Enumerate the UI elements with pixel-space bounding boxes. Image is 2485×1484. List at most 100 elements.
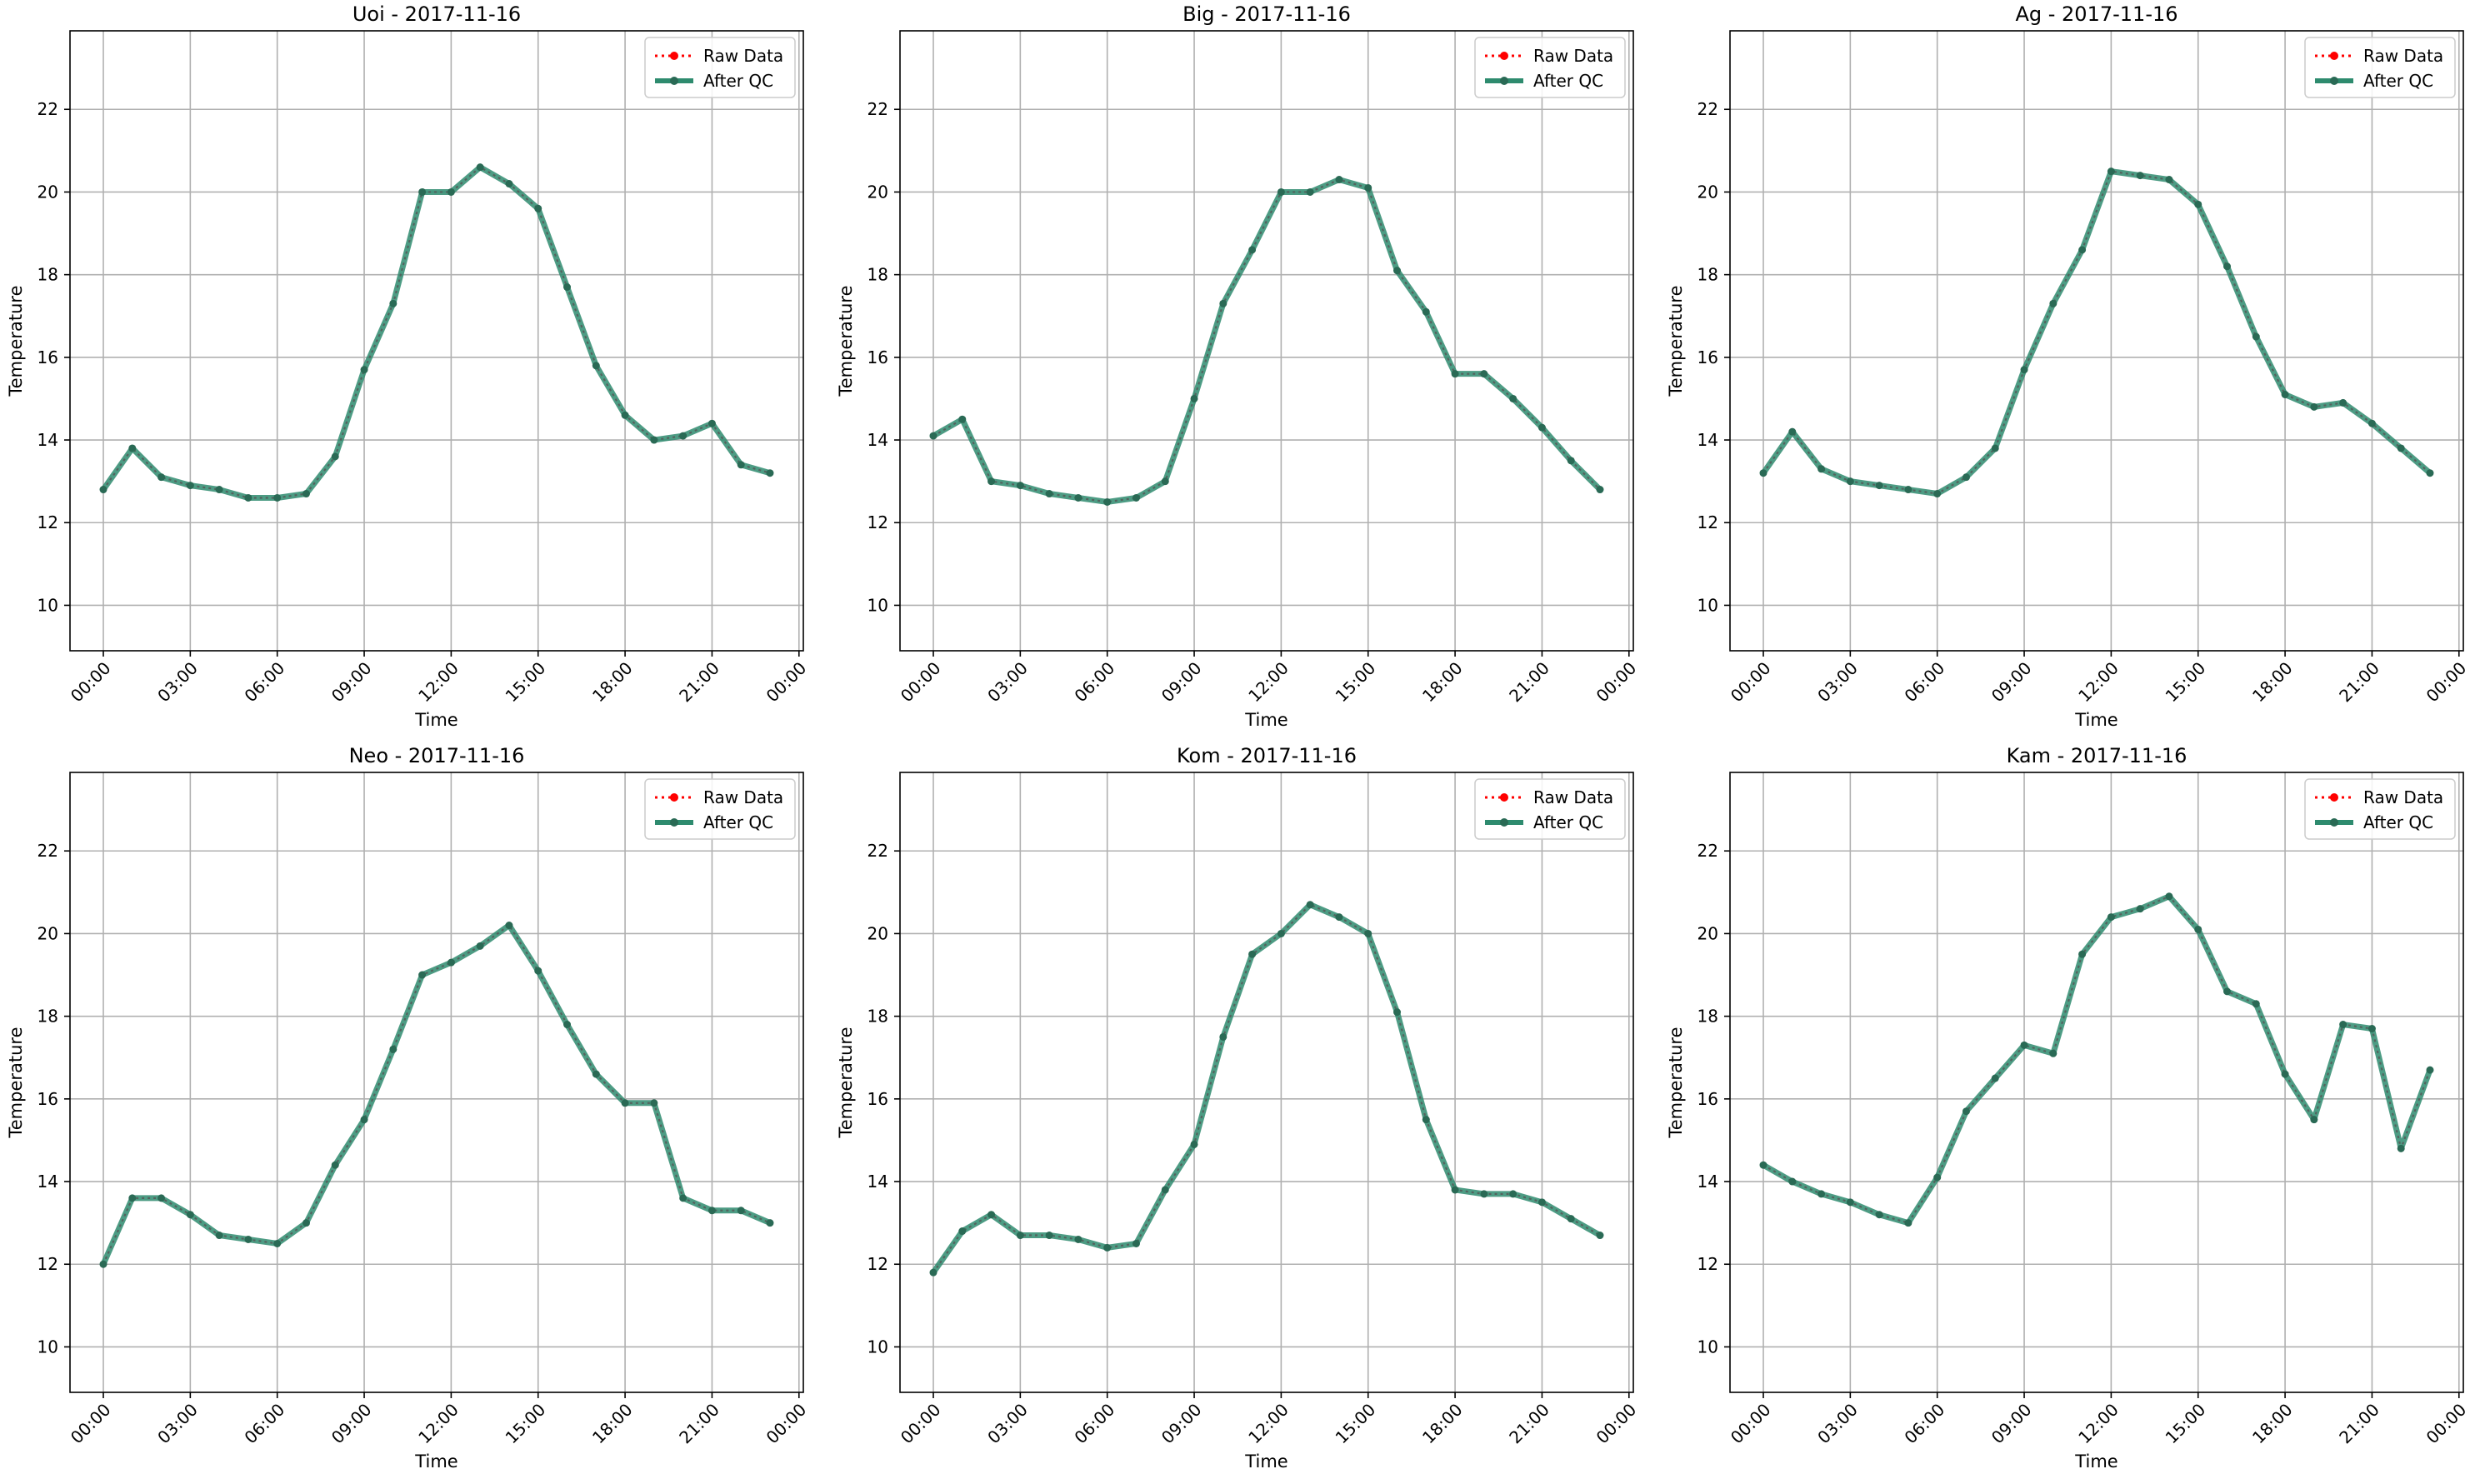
data-point (186, 1211, 194, 1219)
axes-frame (899, 30, 1634, 652)
data-point (1759, 1161, 1768, 1169)
x-axis-label: Time (414, 710, 458, 730)
data-point (331, 452, 339, 461)
subplot-title: Neo - 2017-11-16 (349, 744, 525, 767)
axes-frame (69, 30, 804, 652)
data-point (1933, 490, 1942, 498)
y-tick-label: 14 (1698, 430, 1718, 450)
data-point (988, 477, 996, 486)
data-point (1538, 423, 1546, 432)
data-point (418, 187, 427, 196)
data-point (2397, 444, 2405, 452)
x-tick-label: 00:00 (67, 1400, 115, 1448)
data-point (1422, 1116, 1430, 1124)
x-tick-label: 12:00 (1244, 1400, 1292, 1448)
legend-marker-after-qc (2330, 818, 2338, 827)
x-tick-label: 06:00 (1901, 658, 1949, 707)
data-point (1818, 1190, 1826, 1198)
data-point (1132, 493, 1140, 502)
y-tick-label: 10 (38, 1337, 58, 1357)
data-point (1248, 950, 1257, 958)
subplot-title: Kam - 2017-11-16 (2007, 744, 2188, 767)
data-point (99, 486, 108, 494)
data-point (2310, 1116, 2318, 1124)
x-tick-label: 00:00 (2422, 1400, 2471, 1448)
axes-frame (69, 772, 804, 1393)
x-axis-label: Time (2074, 710, 2118, 730)
subplot-1: 10 12 14 16 18 20 22 00:00 03:00 06:00 09:00 12:00 1… (6, 2, 810, 730)
data-point (1904, 1219, 1912, 1227)
data-point (1306, 187, 1314, 196)
data-point (2194, 925, 2202, 933)
data-point (1103, 497, 1112, 506)
data-point (244, 493, 252, 502)
data-point (2020, 1041, 2028, 1049)
legend-marker-raw-data (2330, 52, 2338, 60)
legend-marker-after-qc (2330, 77, 2338, 85)
x-tick-label: 00:00 (1592, 658, 1641, 707)
x-axis-label: Time (414, 1452, 458, 1472)
data-point (1480, 370, 1488, 378)
data-point (1962, 1107, 1970, 1116)
x-tick-label: 00:00 (1592, 1400, 1641, 1448)
x-tick-label: 21:00 (675, 658, 723, 707)
y-tick-label: 16 (868, 1089, 888, 1109)
x-tick-label: 18:00 (1418, 658, 1467, 707)
x-tick-label: 18:00 (588, 1400, 637, 1448)
data-point (2281, 1070, 2289, 1078)
data-point (1788, 1177, 1797, 1186)
x-tick-label: 15:00 (1332, 658, 1380, 707)
legend-marker-raw-data (2330, 793, 2338, 802)
series-line-raw-data (932, 903, 1601, 1273)
data-point (2107, 913, 2115, 922)
legend-marker-raw-data (670, 52, 678, 60)
data-point (2165, 176, 2173, 184)
data-point (650, 436, 658, 444)
data-point (1393, 1008, 1402, 1017)
y-tick-label: 14 (868, 1172, 888, 1192)
x-tick-label: 15:00 (1332, 1400, 1380, 1448)
data-point (1306, 901, 1314, 909)
series-line-raw-data (102, 923, 771, 1265)
data-point (389, 1045, 398, 1053)
x-tick-label: 00:00 (897, 658, 945, 707)
x-tick-label: 15:00 (502, 658, 550, 707)
data-point (1991, 1074, 1999, 1082)
legend-marker-after-qc (1500, 818, 1508, 827)
data-point (1422, 307, 1430, 316)
y-tick-label: 20 (38, 923, 58, 943)
data-point (302, 490, 310, 498)
y-tick-label: 20 (868, 923, 888, 943)
data-point (1818, 465, 1826, 473)
data-point (2310, 402, 2318, 411)
x-axis-label: Time (2074, 1452, 2118, 1472)
data-point (447, 958, 455, 967)
data-point (2426, 1066, 2434, 1074)
data-point (2136, 905, 2144, 913)
legend-marker-after-qc (670, 818, 678, 827)
data-point (1991, 444, 1999, 452)
y-tick-label: 16 (1698, 347, 1718, 367)
x-tick-label: 12:00 (414, 658, 462, 707)
data-point (766, 469, 774, 477)
data-point (1596, 1232, 1604, 1240)
legend-label-after-qc: After QC (703, 71, 773, 91)
axes-frame (1729, 30, 2464, 652)
y-tick-label: 22 (38, 841, 58, 861)
data-point (1846, 1198, 1854, 1207)
y-tick-label: 22 (868, 841, 888, 861)
data-point (2252, 332, 2260, 341)
y-axis-label: Temperature (6, 285, 26, 397)
data-point (1904, 486, 1912, 494)
x-tick-label: 12:00 (414, 1400, 462, 1448)
data-point (158, 1194, 166, 1202)
x-tick-label: 00:00 (1727, 1400, 1775, 1448)
data-point (186, 482, 194, 490)
data-point (2426, 469, 2434, 477)
data-point (360, 366, 368, 374)
data-point (1480, 1190, 1488, 1198)
data-point (958, 1227, 967, 1236)
legend-marker-raw-data (670, 793, 678, 802)
data-point (1219, 1032, 1228, 1041)
data-point (2368, 419, 2376, 427)
